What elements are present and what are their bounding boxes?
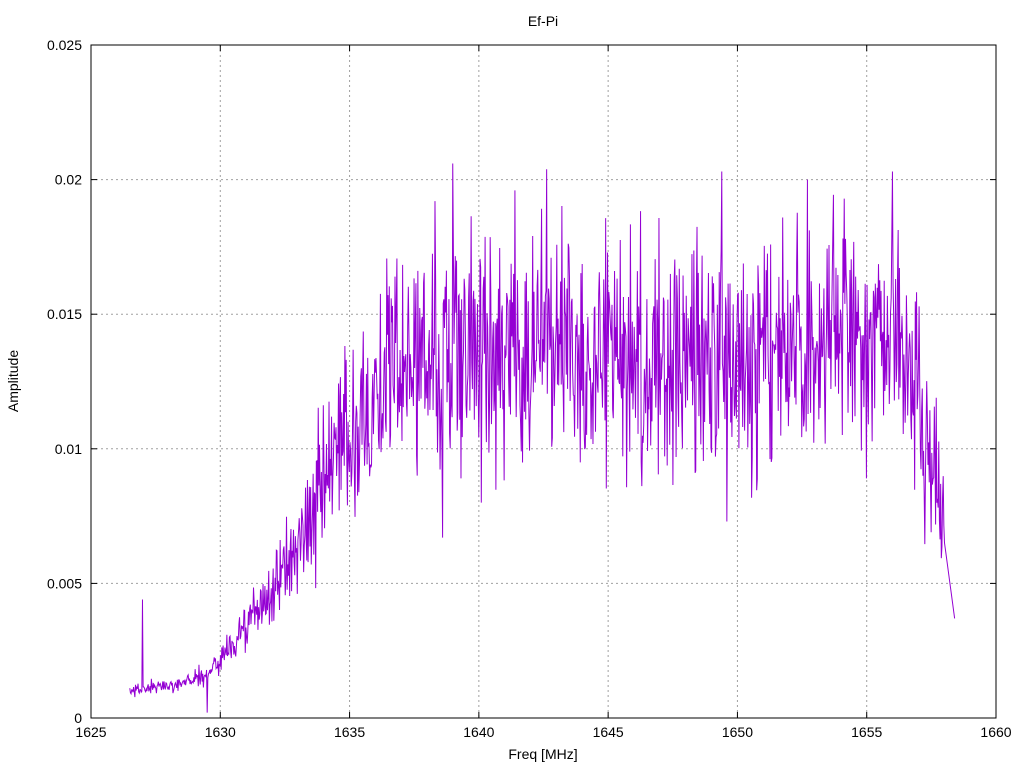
y-axis-label: Amplitude [5, 350, 21, 412]
series-layer [129, 163, 956, 713]
grid [91, 45, 996, 718]
y-tick-label: 0 [74, 710, 82, 726]
ticks [90, 44, 997, 719]
x-tick-label: 1655 [851, 724, 882, 740]
series-line [129, 163, 956, 713]
y-tick-label: 0.025 [47, 37, 82, 53]
y-tick-label: 0.005 [47, 575, 82, 591]
y-tick-label: 0.01 [55, 441, 82, 457]
plot-frame [90, 44, 997, 719]
x-tick-label: 1660 [980, 724, 1011, 740]
y-tick-label: 0.02 [55, 172, 82, 188]
x-tick-label: 1650 [722, 724, 753, 740]
x-axis-label: Freq [MHz] [508, 746, 577, 762]
chart-title: Ef-Pi [528, 13, 558, 29]
x-tick-label: 1630 [205, 724, 236, 740]
x-tick-label: 1635 [334, 724, 365, 740]
y-tick-label: 0.015 [47, 306, 82, 322]
tick-labels: 1625 1630 1635 1640 1645 1650 1655 1660 0 0.005 0.… [47, 37, 1012, 740]
x-tick-label: 1645 [593, 724, 624, 740]
x-tick-label: 1640 [463, 724, 494, 740]
x-tick-label: 1625 [75, 724, 106, 740]
